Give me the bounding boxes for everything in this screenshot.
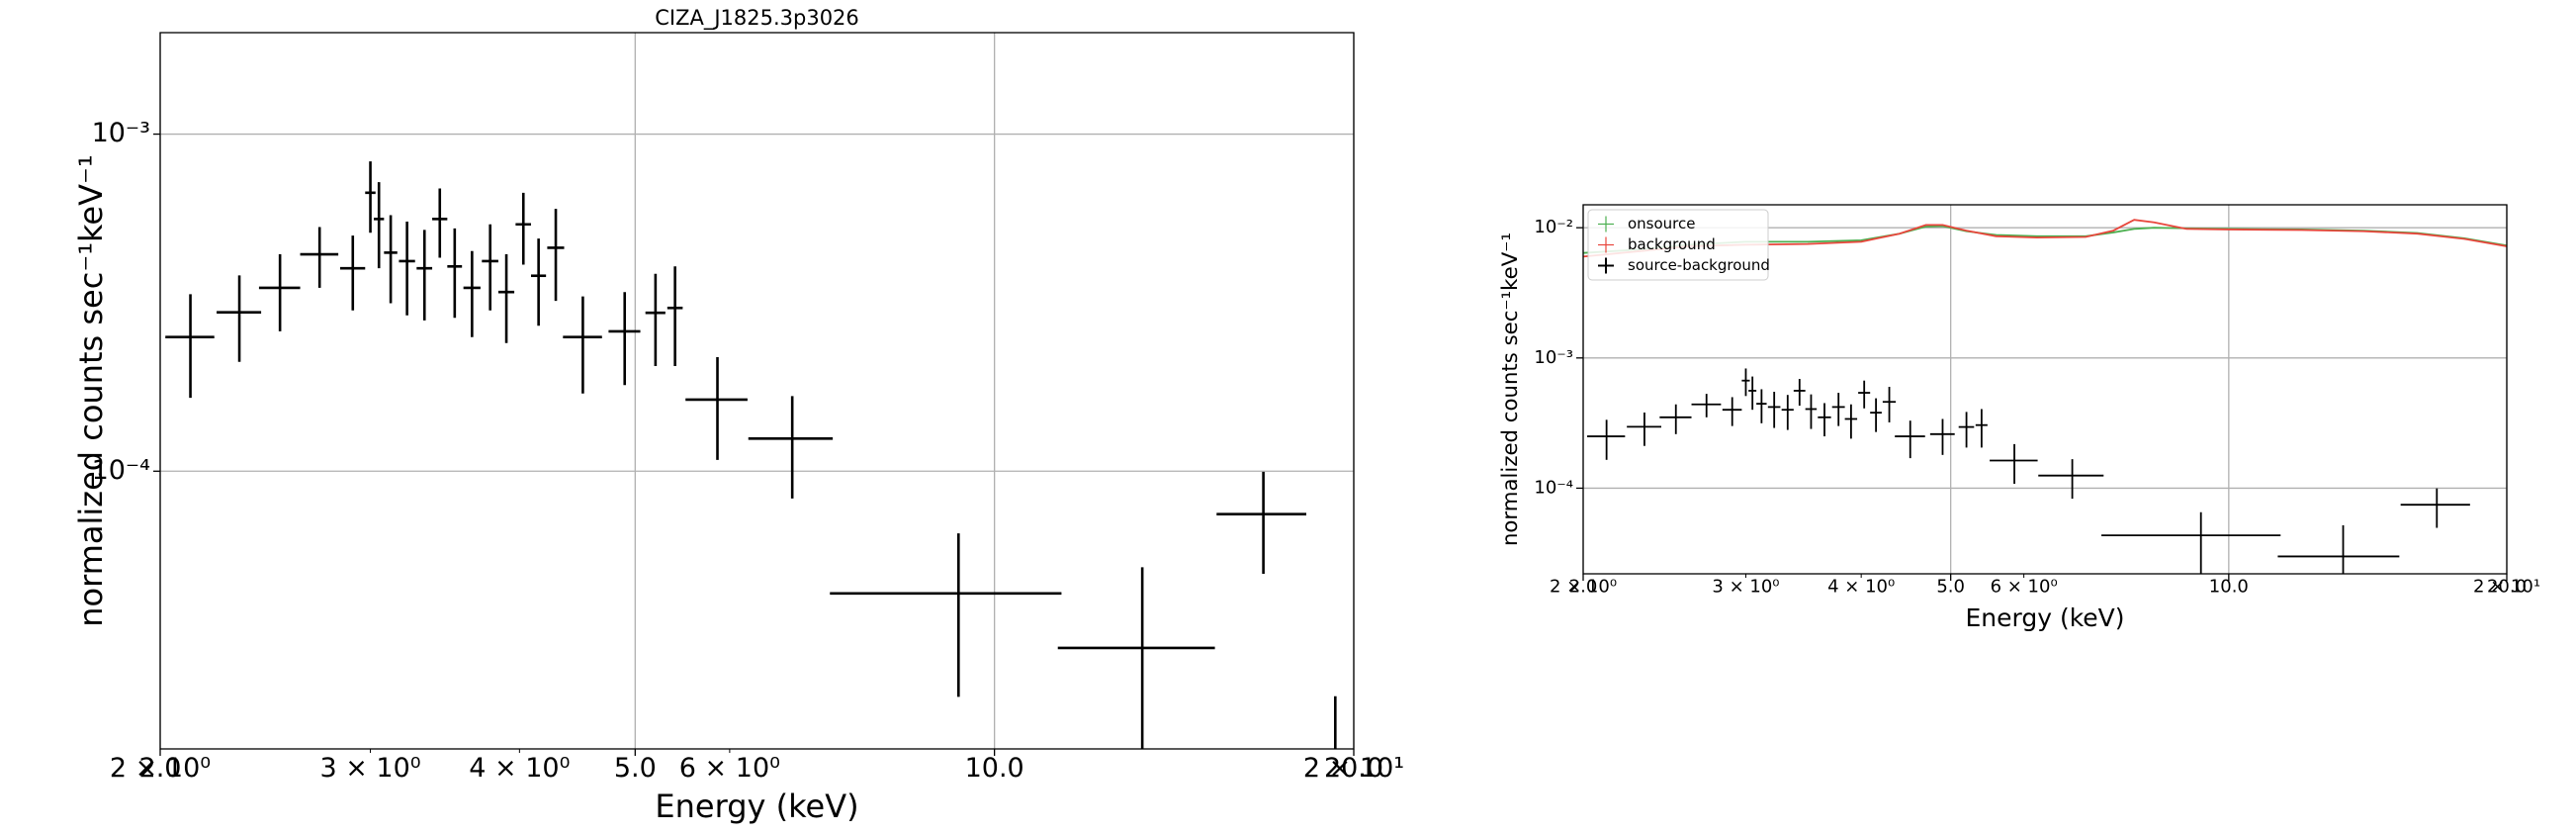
x-minor-tick-label: 4 × 10⁰ [469,753,570,784]
y-tick-label: 10⁻³ [1534,347,1573,368]
x-tick-label: 10.0 [2209,577,2249,598]
x-tick-label: 2.0 [139,753,182,784]
plot-area [165,161,1337,749]
x-minor-tick-label: 4 × 10⁰ [1827,577,1895,598]
x-axis-label: Energy (keV) [1965,603,2124,632]
legend-label: background [1628,235,1716,253]
x-tick-label: 5.0 [1936,577,1965,598]
y-axis-label: normalized counts sec⁻¹keV⁻¹ [1498,232,1523,546]
plot-area [1583,219,2507,574]
y-axis-label: normalized counts sec⁻¹keV⁻¹ [72,154,110,626]
legend-label: onsource [1628,215,1696,232]
legend-label: source-background [1628,256,1770,274]
y-tick-label: 10⁻⁴ [92,455,150,486]
x-minor-tick-label: 6 × 10⁰ [679,753,780,784]
x-minor-tick-label: 6 × 10⁰ [1991,577,2058,598]
chart: 2.0 5.0 10.0 20.0 2 × 10⁰ 3 × 10⁰ 4 × 10⁰ 6 × 1… [1498,204,2540,632]
x-tick-label: 2.0 [1569,577,1598,598]
axes-frame [1582,204,2508,575]
x-axis-label: Energy (keV) [655,788,858,825]
legend-box [1587,209,1769,281]
y-tick-label: 10⁻³ [92,118,150,148]
chart-title: CIZA_J1825.3p3026 [655,6,859,31]
x-tick-label: 10.0 [965,753,1024,784]
y-tick-label: 10⁻⁴ [1534,477,1573,498]
x-tick-label: 20.0 [1324,753,1383,784]
x-minor-tick-label: 2 × 10¹ [1303,753,1404,784]
x-minor-tick-label: 3 × 10⁰ [319,753,420,784]
chart: CIZA_J1825.3p3026 2.0 5.0 10.0 20.0 2 × 10⁰ 3 … [72,6,1404,825]
y-tick-label: 10⁻² [1534,217,1573,237]
x-minor-tick-label: 2 × 10⁰ [1550,577,1617,598]
x-tick-label: 20.0 [2487,577,2527,598]
axes-frame [159,32,1355,750]
line-series [1583,219,2507,258]
x-minor-tick-label: 2 × 10⁰ [110,753,211,784]
x-minor-tick-label: 2 × 10¹ [2473,577,2540,598]
x-tick-label: 5.0 [614,753,657,784]
x-minor-tick-label: 3 × 10⁰ [1712,577,1779,598]
